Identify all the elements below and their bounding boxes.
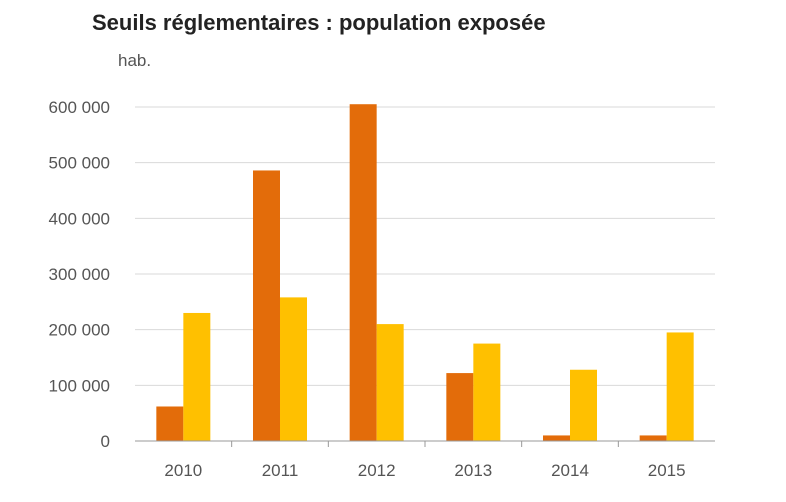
bar-series-1-2014 xyxy=(543,435,570,441)
y-tick-label: 200 000 xyxy=(49,321,110,340)
chart-title: Seuils réglementaires : population expos… xyxy=(92,10,546,35)
bar-series-2-2012 xyxy=(376,324,404,441)
bar-series-2-2015 xyxy=(666,332,694,441)
bar-series-1-2015 xyxy=(639,435,667,441)
y-tick-label: 300 000 xyxy=(49,265,110,284)
y-tick-label: 0 xyxy=(101,432,110,451)
bar-series-1-2010 xyxy=(156,406,184,441)
x-tick-label: 2012 xyxy=(358,461,396,480)
bars xyxy=(156,104,694,441)
bar-series-1-2012 xyxy=(349,104,377,441)
y-tick-label: 100 000 xyxy=(49,376,110,395)
y-axis-unit-label: hab. xyxy=(118,51,151,70)
bar-series-1-2011 xyxy=(253,170,280,441)
x-tick-label: 2010 xyxy=(164,461,202,480)
x-tick-label: 2013 xyxy=(454,461,492,480)
bar-series-2-2014 xyxy=(570,369,597,441)
bar-series-2-2013 xyxy=(473,343,501,441)
axes: 0 100 000 200 000 300 000 400 000 500 000 600 … xyxy=(49,98,715,480)
x-tick-label: 2011 xyxy=(262,461,299,480)
bar-series-2-2011 xyxy=(280,297,307,441)
gridlines xyxy=(135,106,715,386)
y-tick-label: 400 000 xyxy=(49,209,110,228)
bar-series-1-2013 xyxy=(446,373,474,441)
x-tick-label: 2014 xyxy=(551,461,589,480)
y-tick-label: 500 000 xyxy=(49,154,110,173)
y-tick-label: 600 000 xyxy=(49,98,110,117)
bar-series-2-2010 xyxy=(183,312,211,441)
x-tick-label: 2015 xyxy=(648,461,686,480)
